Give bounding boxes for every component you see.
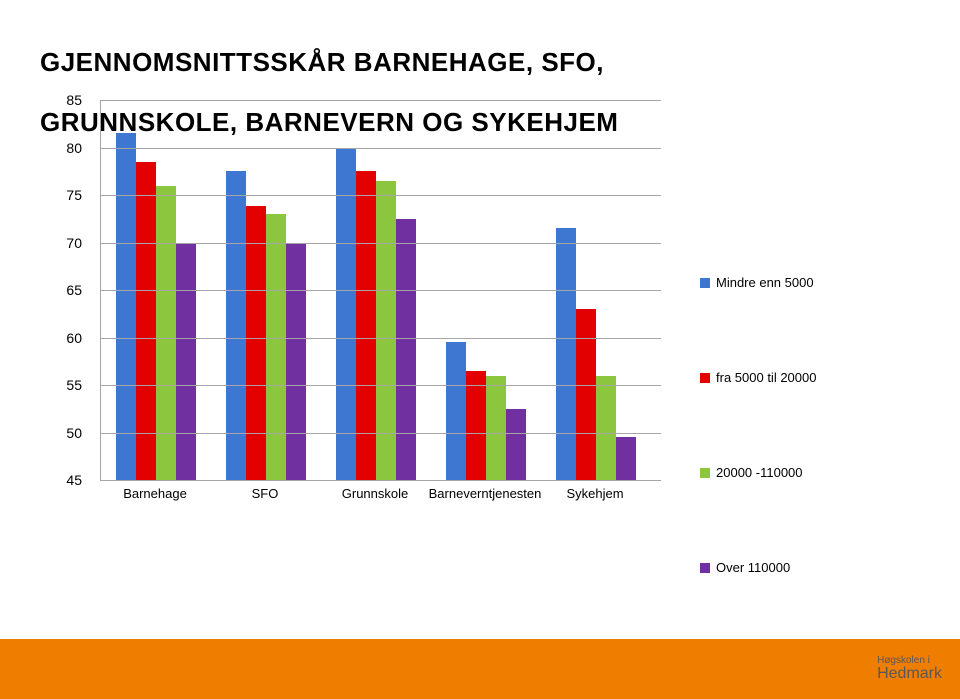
grid-line xyxy=(101,100,661,101)
bar xyxy=(226,171,246,480)
x-axis-tick-label: Sykehjem xyxy=(566,486,623,501)
bar xyxy=(556,228,576,480)
legend-item: Over 110000 xyxy=(700,560,790,575)
plot-area xyxy=(100,100,661,481)
brand-text-major: Hedmark xyxy=(877,666,942,682)
grid-line xyxy=(101,290,661,291)
bar xyxy=(576,309,596,480)
legend-item: Mindre enn 5000 xyxy=(700,275,814,290)
x-axis-labels: Barnehage SFO Grunnskole Barneverntjenesten… xyxy=(100,486,660,506)
page: GJENNOMSNITTSSKÅR BARNEHAGE, SFO, GRUNNS… xyxy=(0,0,960,699)
legend-swatch xyxy=(700,278,710,288)
y-axis-tick-label: 75 xyxy=(66,187,82,203)
title-line-1: GJENNOMSNITTSSKÅR BARNEHAGE, SFO, xyxy=(40,47,604,77)
flower-logo-icon xyxy=(839,654,869,684)
chart-area: 455055606570758085 BarnehageSFOGrunnskol… xyxy=(40,100,920,480)
grid-line xyxy=(101,243,661,244)
bar xyxy=(246,206,266,480)
y-axis-tick-label: 70 xyxy=(66,235,82,251)
y-axis-tick-label: 60 xyxy=(66,330,82,346)
x-axis-tick-label: Barnehage xyxy=(123,486,187,501)
y-axis-tick-label: 65 xyxy=(66,282,82,298)
footer-brand: Høgskolen i Hedmark xyxy=(839,654,942,684)
grid-line xyxy=(101,148,661,149)
legend-swatch xyxy=(700,468,710,478)
bar xyxy=(336,149,356,480)
legend-label: 20000 -110000 xyxy=(716,465,803,480)
grid-line xyxy=(101,433,661,434)
bar xyxy=(506,409,526,480)
bar xyxy=(176,243,196,481)
bar xyxy=(446,342,466,480)
bar xyxy=(266,214,286,480)
y-axis-tick-label: 55 xyxy=(66,377,82,393)
footer-band: Høgskolen i Hedmark xyxy=(0,639,960,699)
y-axis-tick-label: 45 xyxy=(66,472,82,488)
legend-label: fra 5000 til 20000 xyxy=(716,370,816,385)
y-axis-tick-label: 85 xyxy=(66,92,82,108)
bar xyxy=(286,244,306,480)
y-axis-tick-label: 50 xyxy=(66,425,82,441)
bar xyxy=(616,437,636,480)
legend: Mindre enn 5000 fra 5000 til 20000 20000 -… xyxy=(700,200,960,580)
legend-label: Mindre enn 5000 xyxy=(716,275,814,290)
bar xyxy=(396,219,416,480)
grid-line xyxy=(101,338,661,339)
grid-line xyxy=(101,385,661,386)
y-axis-tick-label: 80 xyxy=(66,140,82,156)
x-axis-tick-label: Barneverntjenesten xyxy=(429,486,542,501)
bar xyxy=(376,181,396,480)
bar xyxy=(356,171,376,480)
bar xyxy=(116,133,136,480)
bar xyxy=(156,186,176,481)
legend-item: 20000 -110000 xyxy=(700,465,803,480)
legend-item: fra 5000 til 20000 xyxy=(700,370,816,385)
legend-swatch xyxy=(700,563,710,573)
bar xyxy=(466,371,486,480)
x-axis-tick-label: SFO xyxy=(252,486,279,501)
x-axis-tick-label: Grunnskole xyxy=(342,486,408,501)
grid-line xyxy=(101,195,661,196)
brand-text: Høgskolen i Hedmark xyxy=(877,656,942,682)
legend-swatch xyxy=(700,373,710,383)
bar xyxy=(596,376,616,481)
y-axis-labels: 455055606570758085 xyxy=(40,100,88,480)
bar xyxy=(486,376,506,481)
legend-label: Over 110000 xyxy=(716,560,790,575)
